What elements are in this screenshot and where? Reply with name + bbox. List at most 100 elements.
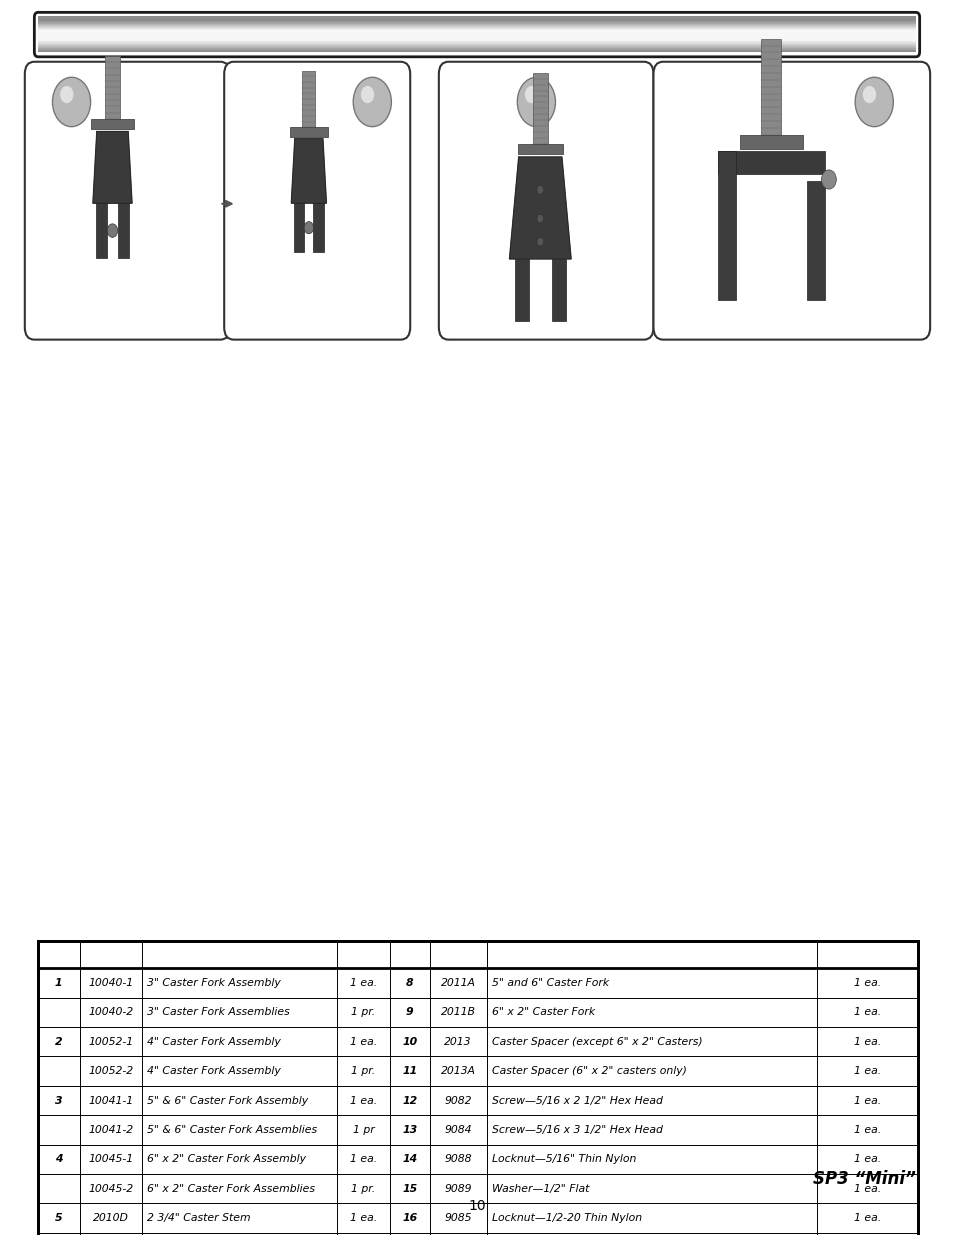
Text: 10040-1: 10040-1	[88, 978, 133, 988]
Text: 1 ea.: 1 ea.	[853, 1095, 880, 1105]
Text: 1 pr: 1 pr	[353, 1125, 375, 1135]
Bar	[806, 180, 824, 300]
Circle shape	[537, 237, 543, 246]
Text: 6" x 2" Caster Fork: 6" x 2" Caster Fork	[491, 1008, 594, 1018]
Circle shape	[517, 78, 555, 127]
Circle shape	[60, 86, 73, 104]
Text: 9085: 9085	[444, 1213, 472, 1223]
Text: 12: 12	[402, 1095, 417, 1105]
Text: 10040-2: 10040-2	[88, 1008, 133, 1018]
Text: 15: 15	[402, 1183, 417, 1194]
Text: 5: 5	[55, 1213, 63, 1223]
Text: SP3 “Mini”: SP3 “Mini”	[812, 1170, 915, 1188]
Bar	[105, 56, 119, 119]
Polygon shape	[291, 138, 326, 203]
Bar	[760, 38, 781, 135]
Text: 5" & 6" Caster Fork Assembly: 5" & 6" Caster Fork Assembly	[147, 1095, 308, 1105]
Text: Washer—1/2" Flat: Washer—1/2" Flat	[491, 1183, 588, 1194]
Text: 6" x 2" Caster Fork Assemblies: 6" x 2" Caster Fork Assemblies	[147, 1183, 314, 1194]
Bar	[552, 259, 565, 321]
Text: 1 ea.: 1 ea.	[853, 1125, 880, 1135]
Text: 16: 16	[402, 1213, 417, 1223]
Text: 4" Caster Fork Assembly: 4" Caster Fork Assembly	[147, 1036, 280, 1047]
Text: 1 ea.: 1 ea.	[853, 1155, 880, 1165]
Circle shape	[537, 185, 543, 194]
Circle shape	[821, 170, 836, 189]
Text: 10: 10	[468, 1199, 485, 1213]
Bar	[739, 135, 802, 148]
Text: 2011A: 2011A	[440, 978, 476, 988]
Text: 1 ea.: 1 ea.	[350, 1095, 376, 1105]
Text: 3: 3	[55, 1095, 63, 1105]
Text: Caster Spacer (except 6" x 2" Casters): Caster Spacer (except 6" x 2" Casters)	[491, 1036, 701, 1047]
Circle shape	[524, 86, 537, 104]
Bar	[314, 203, 324, 252]
Text: 1 ea.: 1 ea.	[350, 1036, 376, 1047]
Text: 2: 2	[55, 1036, 63, 1047]
Circle shape	[304, 221, 314, 233]
Circle shape	[52, 78, 91, 127]
Text: 1 ea.: 1 ea.	[853, 1036, 880, 1047]
Bar	[517, 143, 562, 154]
Text: 1 ea.: 1 ea.	[853, 1066, 880, 1076]
FancyBboxPatch shape	[438, 62, 653, 340]
Text: 1 pr.: 1 pr.	[351, 1008, 375, 1018]
Text: 6" x 2" Caster Fork Assembly: 6" x 2" Caster Fork Assembly	[147, 1155, 305, 1165]
Text: 1 pr.: 1 pr.	[351, 1183, 375, 1194]
Text: 2013A: 2013A	[440, 1066, 476, 1076]
Text: 10: 10	[402, 1036, 417, 1047]
Bar	[91, 119, 133, 128]
Circle shape	[862, 86, 875, 104]
Text: 4" Caster Fork Assembly: 4" Caster Fork Assembly	[147, 1066, 280, 1076]
Text: 2011B: 2011B	[440, 1008, 476, 1018]
FancyBboxPatch shape	[653, 62, 929, 340]
Text: 9082: 9082	[444, 1095, 472, 1105]
Bar	[717, 151, 824, 174]
Bar	[290, 127, 328, 137]
Bar	[38, 941, 917, 1235]
Bar	[294, 203, 304, 252]
Text: Screw—5/16 x 3 1/2" Hex Head: Screw—5/16 x 3 1/2" Hex Head	[491, 1125, 661, 1135]
Text: 10041-1: 10041-1	[88, 1095, 133, 1105]
Text: 9: 9	[406, 1008, 414, 1018]
Circle shape	[537, 214, 543, 224]
Text: 9084: 9084	[444, 1125, 472, 1135]
FancyBboxPatch shape	[224, 62, 410, 340]
Text: 10052-2: 10052-2	[88, 1066, 133, 1076]
Bar	[117, 204, 130, 258]
Polygon shape	[92, 132, 132, 204]
Text: 3" Caster Fork Assembly: 3" Caster Fork Assembly	[147, 978, 280, 988]
Text: 2013: 2013	[444, 1036, 472, 1047]
Text: 4: 4	[55, 1155, 63, 1165]
Text: 5" and 6" Caster Fork: 5" and 6" Caster Fork	[491, 978, 608, 988]
Text: 11: 11	[402, 1066, 417, 1076]
Text: 2 3/4" Caster Stem: 2 3/4" Caster Stem	[147, 1213, 250, 1223]
Text: Locknut—1/2-20 Thin Nylon: Locknut—1/2-20 Thin Nylon	[491, 1213, 641, 1223]
Text: 1: 1	[55, 978, 63, 988]
Bar	[95, 204, 108, 258]
Bar	[302, 70, 314, 127]
Text: 1 ea.: 1 ea.	[853, 1213, 880, 1223]
Text: 10052-1: 10052-1	[88, 1036, 133, 1047]
Circle shape	[353, 78, 391, 127]
Text: 10045-2: 10045-2	[88, 1183, 133, 1194]
Text: 8: 8	[406, 978, 414, 988]
Text: 9089: 9089	[444, 1183, 472, 1194]
Text: 10045-1: 10045-1	[88, 1155, 133, 1165]
Text: 1 ea.: 1 ea.	[853, 978, 880, 988]
Text: Caster Spacer (6" x 2" casters only): Caster Spacer (6" x 2" casters only)	[491, 1066, 685, 1076]
Bar	[717, 151, 735, 300]
Text: Screw—5/16 x 2 1/2" Hex Head: Screw—5/16 x 2 1/2" Hex Head	[491, 1095, 661, 1105]
Text: 1 pr.: 1 pr.	[351, 1066, 375, 1076]
Text: 1 ea.: 1 ea.	[853, 1183, 880, 1194]
Bar	[532, 73, 547, 143]
Circle shape	[107, 224, 117, 237]
Circle shape	[360, 86, 374, 104]
Text: 10041-2: 10041-2	[88, 1125, 133, 1135]
Text: 14: 14	[402, 1155, 417, 1165]
Text: 5" & 6" Caster Fork Assemblies: 5" & 6" Caster Fork Assemblies	[147, 1125, 316, 1135]
Text: 13: 13	[402, 1125, 417, 1135]
FancyBboxPatch shape	[25, 62, 230, 340]
Text: 1 ea.: 1 ea.	[350, 1213, 376, 1223]
Bar	[515, 259, 528, 321]
